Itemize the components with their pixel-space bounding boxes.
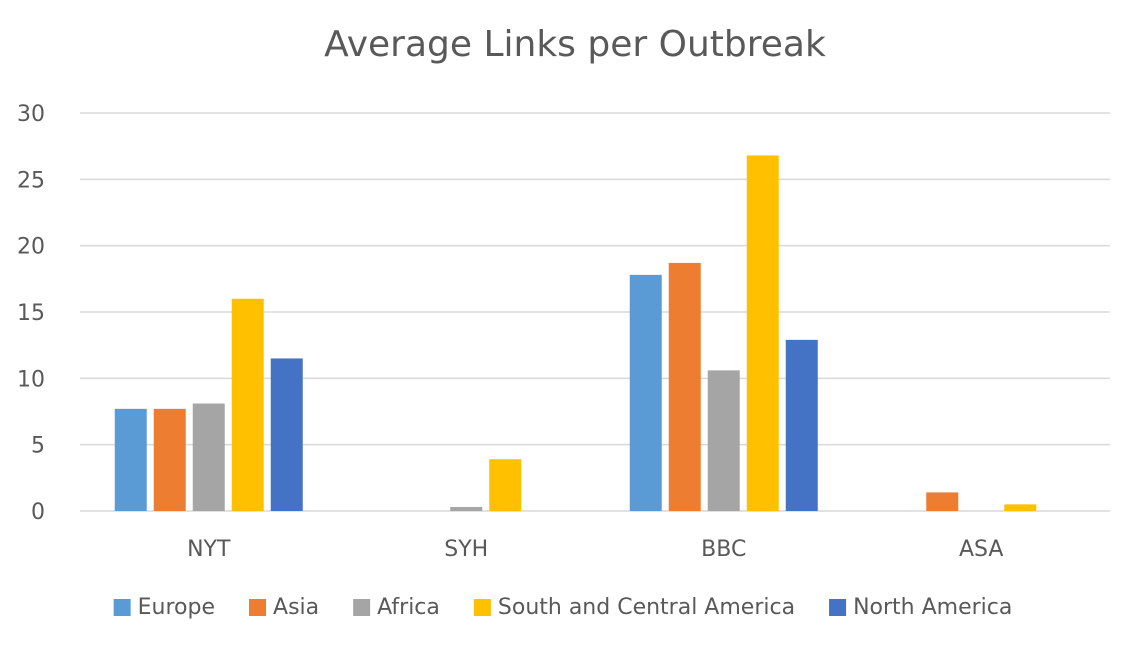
legend-label: Africa <box>377 595 440 620</box>
bar-europe-nyt <box>114 408 147 511</box>
y-tick-label: 5 <box>31 434 45 459</box>
bar-south-and-central-america-asa <box>1004 504 1037 511</box>
bar-asia-nyt <box>153 408 186 511</box>
legend-item-africa: Africa <box>353 595 440 620</box>
bar-north-america-bbc <box>785 339 818 511</box>
bar-africa-bbc <box>707 370 740 511</box>
x-tick-label: ASA <box>959 537 1003 562</box>
bars <box>114 155 1037 511</box>
bar-africa-nyt <box>192 403 225 511</box>
legend-label: Asia <box>273 595 319 620</box>
bar-south-and-central-america-syh <box>489 459 522 511</box>
legend-label: North America <box>853 595 1012 620</box>
bar-europe-bbc <box>629 274 662 511</box>
legend-label: South and Central America <box>498 595 795 620</box>
legend-swatch <box>829 599 847 616</box>
chart-title: Average Links per Outbreak <box>324 24 826 65</box>
legend-swatch <box>113 599 131 616</box>
bar-south-and-central-america-nyt <box>231 298 264 511</box>
x-tick-label: SYH <box>444 537 488 562</box>
y-tick-label: 20 <box>17 235 45 260</box>
y-tick-label: 10 <box>17 367 45 392</box>
bar-north-america-nyt <box>270 358 303 511</box>
bar-asia-asa <box>926 492 959 511</box>
x-tick-label: NYT <box>187 537 231 562</box>
x-axis-ticks: NYT SYH BBC ASA <box>187 537 1003 562</box>
legend-label: Europe <box>138 595 215 620</box>
legend-item-north-america: North America <box>829 595 1012 620</box>
bar-asia-bbc <box>668 262 701 511</box>
legend: Europe Asia Africa South and Central Americ… <box>113 595 1012 620</box>
y-tick-label: 15 <box>17 301 45 326</box>
legend-swatch <box>353 599 371 616</box>
x-tick-label: BBC <box>701 537 746 562</box>
legend-item-south-and-central-america: South and Central America <box>473 595 795 620</box>
y-tick-label: 25 <box>17 168 45 193</box>
legend-item-asia: Asia <box>249 595 319 620</box>
bar-south-and-central-america-bbc <box>746 155 779 511</box>
legend-swatch <box>249 599 267 616</box>
legend-swatch <box>473 599 491 616</box>
y-tick-label: 30 <box>17 102 45 127</box>
legend-item-europe: Europe <box>113 595 215 620</box>
bar-africa-syh <box>450 507 483 511</box>
y-tick-label: 0 <box>31 500 45 525</box>
y-axis-ticks: 0 5 10 15 20 25 30 <box>17 102 45 525</box>
